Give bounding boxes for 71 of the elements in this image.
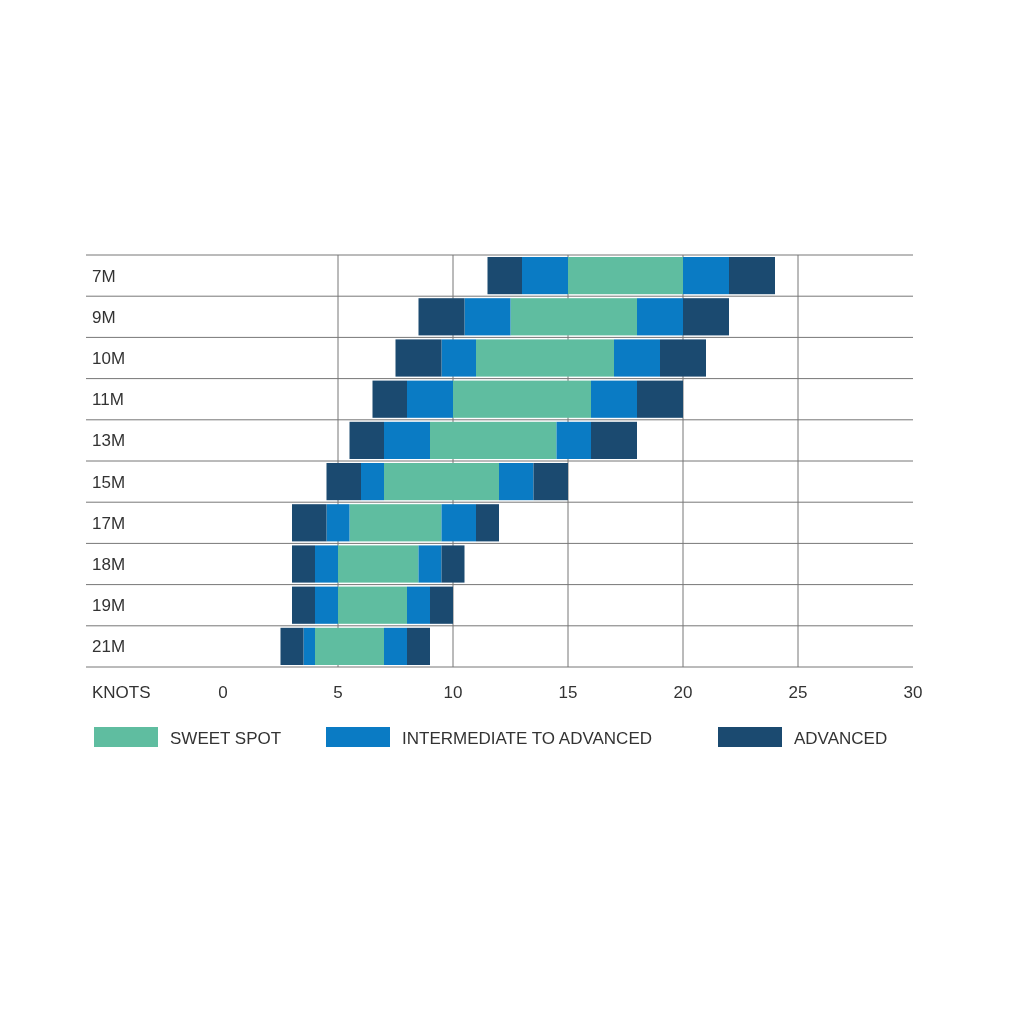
bar xyxy=(510,298,637,336)
bar xyxy=(453,380,591,418)
bar xyxy=(407,627,430,665)
bar xyxy=(430,586,453,624)
bar xyxy=(556,421,591,459)
y-tick-label: 21M xyxy=(92,637,126,657)
bar xyxy=(349,421,384,459)
legend-label: INTERMEDIATE TO ADVANCED xyxy=(402,729,653,748)
bar xyxy=(349,504,442,542)
bar xyxy=(418,298,465,336)
bar xyxy=(315,627,384,665)
bar xyxy=(683,298,729,336)
bar xyxy=(614,339,660,377)
y-tick-label: 10M xyxy=(92,349,126,368)
bar xyxy=(683,257,729,295)
bar xyxy=(660,339,706,377)
bar xyxy=(372,380,407,418)
bar xyxy=(292,504,327,542)
bar xyxy=(407,380,453,418)
bar xyxy=(361,463,384,501)
bar xyxy=(430,421,557,459)
bar xyxy=(384,421,430,459)
bar xyxy=(637,380,683,418)
bar xyxy=(464,298,511,336)
y-tick-label: 13M xyxy=(92,431,126,451)
bar xyxy=(338,545,419,583)
bar xyxy=(591,380,637,418)
bar xyxy=(729,257,775,295)
x-tick-label: 20 xyxy=(673,683,693,702)
x-axis-title: KNOTS xyxy=(92,683,151,702)
bar xyxy=(395,339,442,377)
bar xyxy=(441,339,476,377)
x-tick-label: 15 xyxy=(558,683,578,702)
bar xyxy=(499,463,534,501)
bar xyxy=(476,504,499,542)
legend-label: SWEET SPOT xyxy=(170,729,282,748)
bar xyxy=(568,257,683,295)
y-tick-label: 17M xyxy=(92,513,126,533)
bar xyxy=(441,545,465,583)
y-tick-label: 9M xyxy=(92,307,116,327)
y-tick-label: 19M xyxy=(92,596,126,616)
bar xyxy=(487,257,522,295)
bar xyxy=(326,463,361,501)
bar xyxy=(315,545,338,583)
legend-label: ADVANCED xyxy=(794,729,888,748)
x-tick-label: 5 xyxy=(333,683,343,702)
bar xyxy=(407,586,430,624)
bar xyxy=(292,545,315,583)
bar xyxy=(441,504,476,542)
bar xyxy=(384,463,499,501)
bar xyxy=(533,463,568,501)
bar xyxy=(326,504,350,542)
x-tick-label: 30 xyxy=(903,683,923,702)
bar xyxy=(338,586,407,624)
bar xyxy=(303,627,315,665)
bar xyxy=(384,627,407,665)
y-tick-label: 18M xyxy=(92,555,126,574)
x-tick-label: 25 xyxy=(788,683,808,702)
x-tick-label: 10 xyxy=(443,683,463,702)
bar xyxy=(292,586,315,624)
x-tick-label: 0 xyxy=(218,683,228,702)
bar xyxy=(315,586,338,624)
bar xyxy=(280,627,304,665)
bar xyxy=(476,339,614,377)
bar xyxy=(637,298,683,336)
y-tick-label: 15M xyxy=(92,472,126,492)
y-tick-label: 11M xyxy=(92,390,124,410)
bar xyxy=(591,421,637,459)
bar xyxy=(418,545,442,583)
bar xyxy=(522,257,568,295)
y-tick-label: 7M xyxy=(92,266,116,286)
